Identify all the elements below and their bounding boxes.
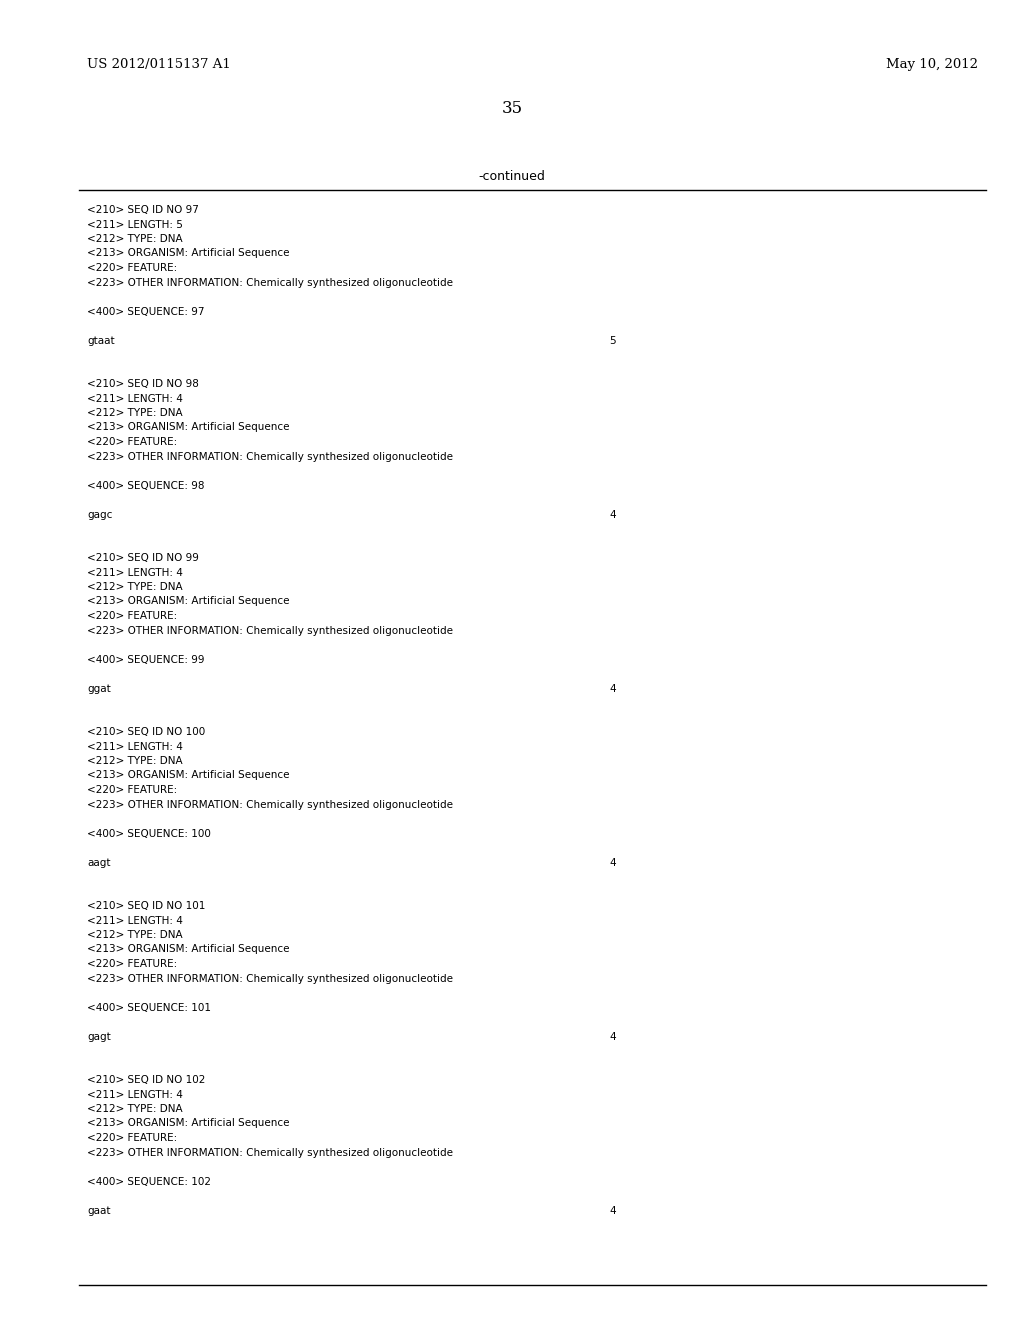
Text: <220> FEATURE:: <220> FEATURE: [87, 437, 177, 447]
Text: 4: 4 [609, 1031, 615, 1041]
Text: 4: 4 [609, 510, 615, 520]
Text: <210> SEQ ID NO 101: <210> SEQ ID NO 101 [87, 902, 206, 911]
Text: <400> SEQUENCE: 101: <400> SEQUENCE: 101 [87, 1002, 211, 1012]
Text: gaat: gaat [87, 1205, 111, 1216]
Text: <210> SEQ ID NO 99: <210> SEQ ID NO 99 [87, 553, 199, 564]
Text: <212> TYPE: DNA: <212> TYPE: DNA [87, 234, 182, 244]
Text: US 2012/0115137 A1: US 2012/0115137 A1 [87, 58, 230, 71]
Text: <220> FEATURE:: <220> FEATURE: [87, 960, 177, 969]
Text: 4: 4 [609, 858, 615, 867]
Text: aagt: aagt [87, 858, 111, 867]
Text: <220> FEATURE:: <220> FEATURE: [87, 263, 177, 273]
Text: <400> SEQUENCE: 98: <400> SEQUENCE: 98 [87, 480, 205, 491]
Text: <220> FEATURE:: <220> FEATURE: [87, 611, 177, 620]
Text: <223> OTHER INFORMATION: Chemically synthesized oligonucleotide: <223> OTHER INFORMATION: Chemically synt… [87, 800, 453, 809]
Text: <211> LENGTH: 4: <211> LENGTH: 4 [87, 742, 183, 751]
Text: <400> SEQUENCE: 97: <400> SEQUENCE: 97 [87, 306, 205, 317]
Text: <212> TYPE: DNA: <212> TYPE: DNA [87, 931, 182, 940]
Text: May 10, 2012: May 10, 2012 [886, 58, 978, 71]
Text: <211> LENGTH: 4: <211> LENGTH: 4 [87, 568, 183, 578]
Text: -continued: -continued [478, 170, 546, 183]
Text: <220> FEATURE:: <220> FEATURE: [87, 1133, 177, 1143]
Text: <213> ORGANISM: Artificial Sequence: <213> ORGANISM: Artificial Sequence [87, 248, 290, 259]
Text: 5: 5 [609, 335, 615, 346]
Text: gagt: gagt [87, 1031, 111, 1041]
Text: <210> SEQ ID NO 102: <210> SEQ ID NO 102 [87, 1074, 206, 1085]
Text: 35: 35 [502, 100, 522, 117]
Text: <400> SEQUENCE: 100: <400> SEQUENCE: 100 [87, 829, 211, 838]
Text: <223> OTHER INFORMATION: Chemically synthesized oligonucleotide: <223> OTHER INFORMATION: Chemically synt… [87, 974, 453, 983]
Text: <220> FEATURE:: <220> FEATURE: [87, 785, 177, 795]
Text: <210> SEQ ID NO 98: <210> SEQ ID NO 98 [87, 379, 199, 389]
Text: <211> LENGTH: 5: <211> LENGTH: 5 [87, 219, 183, 230]
Text: <213> ORGANISM: Artificial Sequence: <213> ORGANISM: Artificial Sequence [87, 422, 290, 433]
Text: <212> TYPE: DNA: <212> TYPE: DNA [87, 408, 182, 418]
Text: <223> OTHER INFORMATION: Chemically synthesized oligonucleotide: <223> OTHER INFORMATION: Chemically synt… [87, 277, 453, 288]
Text: 4: 4 [609, 1205, 615, 1216]
Text: <213> ORGANISM: Artificial Sequence: <213> ORGANISM: Artificial Sequence [87, 1118, 290, 1129]
Text: ggat: ggat [87, 684, 111, 693]
Text: gagc: gagc [87, 510, 113, 520]
Text: <213> ORGANISM: Artificial Sequence: <213> ORGANISM: Artificial Sequence [87, 945, 290, 954]
Text: <212> TYPE: DNA: <212> TYPE: DNA [87, 582, 182, 591]
Text: <223> OTHER INFORMATION: Chemically synthesized oligonucleotide: <223> OTHER INFORMATION: Chemically synt… [87, 626, 453, 635]
Text: <210> SEQ ID NO 97: <210> SEQ ID NO 97 [87, 205, 199, 215]
Text: <212> TYPE: DNA: <212> TYPE: DNA [87, 1104, 182, 1114]
Text: <210> SEQ ID NO 100: <210> SEQ ID NO 100 [87, 727, 205, 737]
Text: <211> LENGTH: 4: <211> LENGTH: 4 [87, 1089, 183, 1100]
Text: <223> OTHER INFORMATION: Chemically synthesized oligonucleotide: <223> OTHER INFORMATION: Chemically synt… [87, 1147, 453, 1158]
Text: 4: 4 [609, 684, 615, 693]
Text: gtaat: gtaat [87, 335, 115, 346]
Text: <211> LENGTH: 4: <211> LENGTH: 4 [87, 393, 183, 404]
Text: <213> ORGANISM: Artificial Sequence: <213> ORGANISM: Artificial Sequence [87, 597, 290, 606]
Text: <212> TYPE: DNA: <212> TYPE: DNA [87, 756, 182, 766]
Text: <223> OTHER INFORMATION: Chemically synthesized oligonucleotide: <223> OTHER INFORMATION: Chemically synt… [87, 451, 453, 462]
Text: <400> SEQUENCE: 99: <400> SEQUENCE: 99 [87, 655, 205, 664]
Text: <213> ORGANISM: Artificial Sequence: <213> ORGANISM: Artificial Sequence [87, 771, 290, 780]
Text: <211> LENGTH: 4: <211> LENGTH: 4 [87, 916, 183, 925]
Text: <400> SEQUENCE: 102: <400> SEQUENCE: 102 [87, 1176, 211, 1187]
